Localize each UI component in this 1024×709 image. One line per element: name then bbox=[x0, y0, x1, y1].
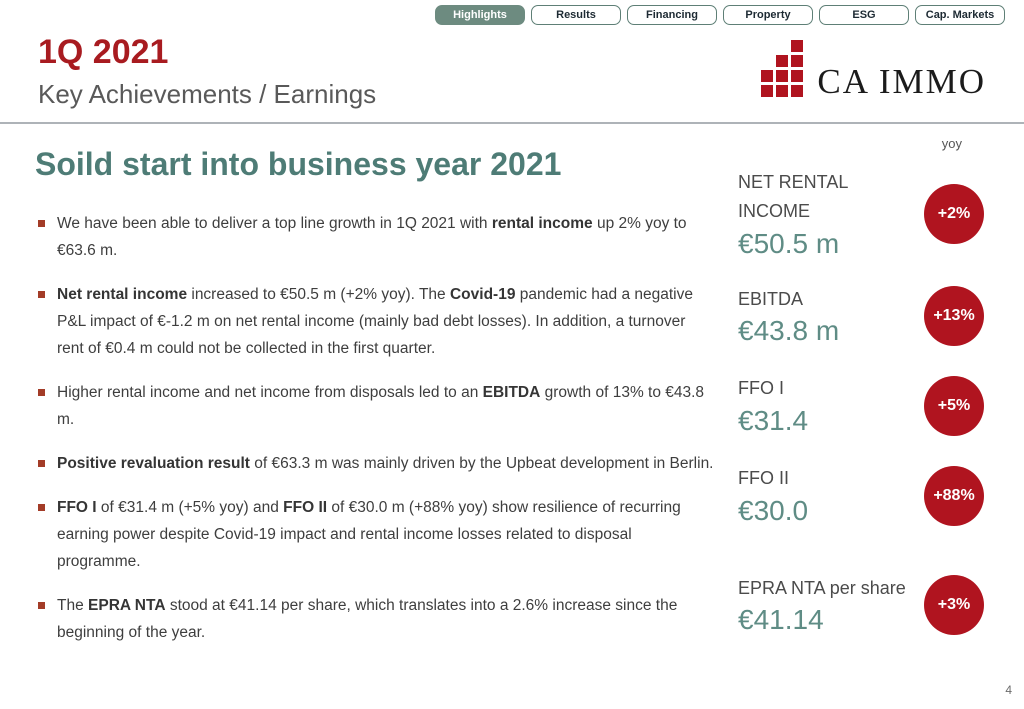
tab-financing[interactable]: Financing bbox=[627, 5, 717, 25]
tab-esg[interactable]: ESG bbox=[819, 5, 909, 25]
kpi-label: FFO II bbox=[738, 468, 789, 489]
kpi-yoy-value: +13% bbox=[933, 307, 975, 324]
bullet-marker-icon bbox=[38, 291, 45, 298]
kpi-yoy-value: +5% bbox=[937, 396, 971, 414]
kpi-row: FFO II €30.0 +88% bbox=[738, 450, 984, 541]
kpi-panel: yoy NET RENTAL INCOME €50.5 m +2% EBITDA €43… bbox=[738, 136, 984, 669]
kpi-value: €50.5 m bbox=[738, 227, 840, 259]
bullet-text: The EPRA NTA stood at €41.14 per share, … bbox=[57, 597, 678, 641]
header: 1Q 2021 Key Achievements / Earnings bbox=[38, 33, 377, 110]
bullet-marker-icon bbox=[38, 504, 45, 511]
kpi-row: FFO I €31.4 +5% bbox=[738, 361, 984, 450]
bullet-marker-icon bbox=[38, 602, 45, 609]
yoy-column-header: yoy bbox=[941, 136, 962, 151]
kpi-row: EPRA NTA per share €41.14 +3% bbox=[738, 541, 984, 669]
kpi-label: NET RENTAL INCOME bbox=[738, 172, 848, 221]
bullet-text: Positive revaluation result of €63.3 m w… bbox=[57, 455, 714, 472]
bullet-item: FFO I of €31.4 m (+5% yoy) and FFO II of… bbox=[38, 494, 716, 575]
company-logo: CA IMMO bbox=[761, 40, 986, 101]
kpi-label: FFO I bbox=[738, 378, 784, 399]
kpi-yoy-badge: +13% bbox=[924, 286, 984, 346]
kpi-label: EBITDA bbox=[738, 288, 804, 309]
kpi-value: €31.4 bbox=[738, 404, 809, 436]
page-number: 4 bbox=[1005, 683, 1012, 697]
kpi-label: EPRA NTA per share bbox=[738, 577, 906, 598]
kpi-yoy-value: +2% bbox=[937, 205, 971, 222]
kpi-value: €41.14 bbox=[738, 604, 824, 636]
tab-property[interactable]: Property bbox=[723, 5, 813, 25]
kpi-yoy-badge: +2% bbox=[924, 184, 984, 244]
logo-wordmark: CA IMMO bbox=[817, 62, 986, 101]
tab-cap-markets[interactable]: Cap. Markets bbox=[915, 5, 1005, 25]
bullet-list: We have been able to deliver a top line … bbox=[38, 210, 716, 663]
kpi-row: EBITDA €43.8 m +13% bbox=[738, 271, 984, 361]
kpi-yoy-badge: +5% bbox=[924, 375, 984, 436]
bullet-marker-icon bbox=[38, 460, 45, 467]
bullet-item: The EPRA NTA stood at €41.14 per share, … bbox=[38, 592, 716, 646]
bullet-item: We have been able to deliver a top line … bbox=[38, 210, 716, 264]
bullet-item: Higher rental income and net income from… bbox=[38, 379, 716, 433]
tab-results[interactable]: Results bbox=[531, 5, 621, 25]
header-divider bbox=[0, 122, 1024, 124]
bullet-item: Net rental income increased to €50.5 m (… bbox=[38, 281, 716, 362]
kpi-rows: NET RENTAL INCOME €50.5 m +2% EBITDA €43.8 m… bbox=[738, 157, 984, 669]
bullet-text: Higher rental income and net income from… bbox=[57, 384, 705, 428]
slide-subtitle: Key Achievements / Earnings bbox=[38, 78, 377, 109]
kpi-yoy-value: +3% bbox=[937, 596, 971, 613]
tab-bar: Highlights Results Financing Property ESG Cap… bbox=[435, 5, 1005, 25]
kpi-yoy-badge: +3% bbox=[924, 575, 984, 635]
kpi-value: €30.0 bbox=[738, 494, 809, 526]
bullet-text: We have been able to deliver a top line … bbox=[57, 215, 687, 259]
tab-highlights[interactable]: Highlights bbox=[435, 5, 525, 25]
bullet-marker-icon bbox=[38, 389, 45, 396]
bullet-item: Positive revaluation result of €63.3 m w… bbox=[38, 450, 716, 477]
page-title: Soild start into business year 2021 bbox=[35, 146, 562, 182]
bullet-marker-icon bbox=[38, 220, 45, 227]
kpi-yoy-value: +88% bbox=[933, 486, 975, 504]
logo-bars-icon bbox=[761, 40, 804, 97]
bullet-text: Net rental income increased to €50.5 m (… bbox=[57, 286, 693, 357]
kpi-yoy-badge: +88% bbox=[924, 465, 984, 526]
kpi-value: €43.8 m bbox=[738, 315, 840, 347]
report-period-title: 1Q 2021 bbox=[38, 33, 169, 71]
bullet-text: FFO I of €31.4 m (+5% yoy) and FFO II of… bbox=[57, 499, 681, 570]
kpi-row: NET RENTAL INCOME €50.5 m +2% bbox=[738, 157, 984, 271]
